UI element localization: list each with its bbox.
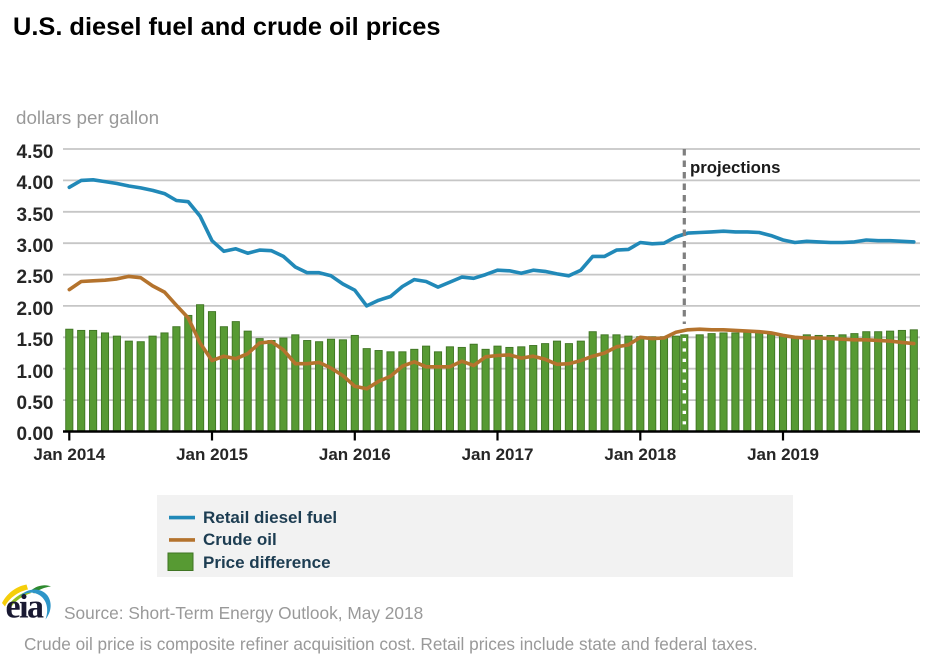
svg-text:eia: eia	[6, 589, 45, 626]
